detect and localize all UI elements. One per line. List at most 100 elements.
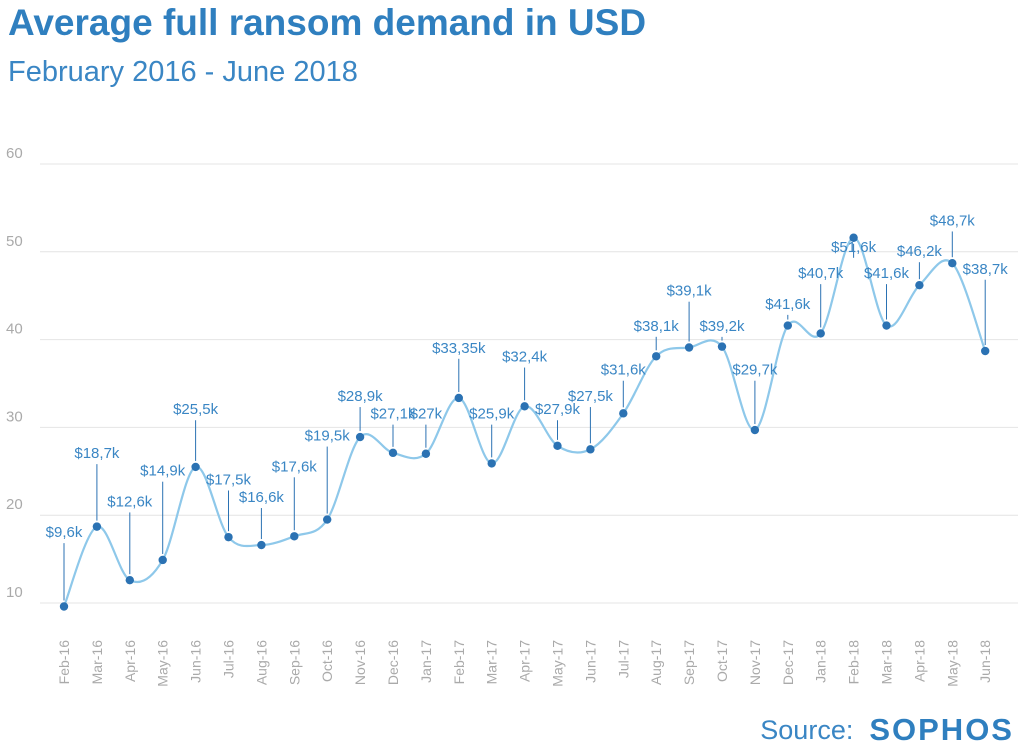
y-tick-label: 40: [6, 321, 23, 338]
x-tick-label: Mar-17: [484, 640, 500, 685]
x-tick-label: Mar-18: [879, 640, 895, 685]
data-label: $32,4k: [502, 349, 548, 366]
data-label: $9,6k: [46, 524, 83, 541]
data-label: $29,7k: [732, 362, 778, 379]
x-tick-label: Sep-16: [286, 640, 302, 685]
data-point: [882, 321, 891, 330]
data-label: $31,6k: [601, 362, 647, 379]
data-point: [619, 409, 628, 418]
data-point: [224, 532, 233, 542]
x-tick-label: Sep-17: [681, 640, 697, 685]
data-point: [421, 449, 431, 458]
x-tick-label: Apr-18: [911, 640, 927, 682]
x-tick-label: Jul-16: [221, 640, 237, 678]
x-tick-label: Jul-17: [615, 640, 631, 678]
data-label: $17,5k: [206, 471, 252, 488]
series-line: [62, 236, 987, 607]
data-label: $18,7k: [74, 445, 120, 462]
x-tick-label: Feb-16: [56, 640, 72, 685]
data-label: $46,2k: [897, 243, 943, 260]
data-label: $38,7k: [963, 261, 1009, 278]
data-label: $27,1k: [370, 406, 416, 423]
x-tick-label: Dec-17: [780, 640, 796, 685]
data-label: $51,6k: [831, 239, 877, 256]
data-label: $28,9k: [338, 388, 384, 405]
data-point: [59, 602, 69, 611]
data-point: [849, 233, 858, 242]
x-tick-label: Jan-17: [418, 640, 434, 683]
data-label: $19,5k: [305, 428, 351, 445]
data-label: $14,9k: [140, 463, 186, 480]
data-point: [915, 280, 924, 290]
y-tick-label: 10: [6, 584, 23, 601]
data-point: [158, 555, 167, 565]
data-point: [948, 259, 957, 268]
x-tick-label: Feb-18: [846, 640, 862, 685]
data-label: $25,5k: [173, 401, 219, 418]
data-point: [257, 540, 266, 550]
chart-title: Average full ransom demand in USD: [8, 2, 647, 43]
data-point: [553, 441, 562, 451]
data-point: [520, 402, 529, 411]
x-tick-label: Oct-17: [714, 640, 730, 682]
x-tick-label: Jun-18: [977, 640, 993, 683]
x-tick-label: May-16: [155, 640, 171, 687]
data-point: [125, 575, 134, 585]
sophos-logo: SOPHOS: [869, 712, 1014, 747]
data-label: $12,6k: [107, 493, 153, 510]
x-tick-label: Jan-18: [813, 640, 829, 683]
x-tick-label: Aug-17: [648, 640, 664, 685]
source-attribution: Source: SOPHOS: [760, 712, 1014, 748]
x-tick-label: Dec-16: [385, 640, 401, 685]
y-tick-label: 50: [6, 233, 23, 250]
data-point: [290, 532, 299, 541]
data-point: [191, 462, 200, 472]
data-label: $33,35k: [432, 340, 486, 357]
x-tick-label: Nov-17: [747, 640, 763, 685]
source-label: Source:: [760, 714, 854, 745]
x-tick-label: Aug-16: [253, 640, 269, 685]
x-tick-label: Feb-17: [451, 640, 467, 685]
data-label: $17,6k: [272, 458, 318, 475]
data-point: [355, 432, 365, 442]
data-point: [816, 329, 825, 338]
x-tick-label: Jun-16: [188, 640, 204, 683]
data-label: $25,9k: [469, 406, 515, 423]
data-label: $16,6k: [239, 489, 285, 506]
x-tick-label: Oct-16: [319, 640, 335, 682]
data-label: $41,6k: [864, 265, 910, 282]
data-label: $40,7k: [798, 265, 844, 282]
data-point: [388, 448, 398, 458]
data-point: [487, 459, 496, 468]
data-label: $48,7k: [930, 212, 976, 229]
x-tick-label: Mar-16: [89, 640, 105, 685]
x-tick-label: Apr-16: [122, 640, 138, 682]
data-label: $27k: [410, 406, 443, 423]
x-tick-label: May-17: [550, 640, 566, 687]
y-tick-label: 60: [6, 145, 23, 162]
x-tick-label: Apr-17: [517, 640, 533, 682]
x-tick-label: Nov-16: [352, 640, 368, 685]
data-label: $39,2k: [699, 318, 745, 335]
data-label: $27,9k: [535, 401, 581, 418]
data-point: [92, 522, 102, 531]
data-point: [454, 393, 463, 403]
y-tick-label: 30: [6, 408, 23, 425]
data-label: $39,1k: [667, 283, 713, 300]
data-point: [652, 352, 661, 361]
x-tick-label: May-18: [944, 640, 960, 687]
x-tick-label: Jun-17: [582, 640, 598, 683]
data-point: [981, 346, 990, 356]
chart-subtitle: February 2016 - June 2018: [8, 56, 358, 88]
data-point: [717, 342, 727, 351]
data-point: [783, 321, 792, 330]
data-label: $27,5k: [568, 388, 614, 405]
data-point: [586, 445, 595, 454]
data-label: $38,1k: [634, 318, 680, 335]
data-label: $41,6k: [765, 296, 811, 313]
data-point: [684, 343, 694, 352]
y-tick-label: 20: [6, 496, 23, 513]
data-point: [323, 515, 332, 524]
data-point: [750, 425, 760, 435]
